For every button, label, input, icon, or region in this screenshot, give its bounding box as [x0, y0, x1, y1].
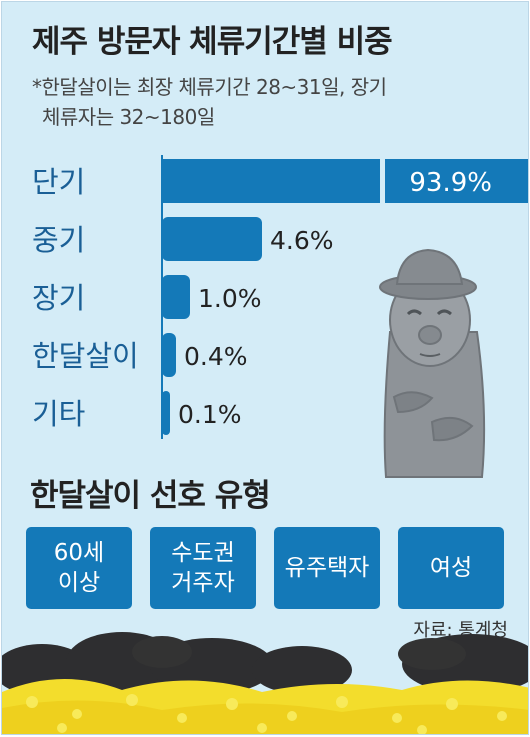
pref-2-line-1: 수도권: [171, 540, 235, 566]
pref-2-line-2: 거주자: [171, 570, 235, 596]
category-label: 단기: [32, 165, 85, 199]
bar: [162, 275, 190, 319]
pref-1-line-1: 60세: [53, 540, 105, 566]
bar-continued: [385, 159, 528, 203]
category-label: 기타: [32, 397, 85, 431]
pref-1-line-2: 이상: [57, 570, 101, 596]
category-label: 장기: [32, 281, 85, 315]
bar: [162, 159, 380, 203]
pref-3-line-1: 유주택자: [284, 555, 370, 581]
bar: [162, 333, 176, 377]
category-label: 중기: [32, 223, 85, 257]
value-label: 0.4%: [184, 342, 248, 371]
bar: [162, 391, 170, 435]
section-title: 한달살이 선호 유형: [30, 478, 271, 514]
bar-chart: 단기 93.9% 중기 4.6% 장기 1.0% 한달살이 0.4% 기타 0.1%: [32, 155, 528, 439]
page-title: 제주 방문자 체류기간별 비중: [32, 24, 393, 60]
preference-card-homeowner: 유주택자: [274, 527, 380, 609]
value-label: 4.6%: [270, 226, 334, 255]
footnote: *한달살이는 최장 체류기간 28~31일, 장기 체류자는 32~180일: [32, 72, 387, 132]
footnote-line-2: 체류자는 32~180일: [42, 105, 215, 129]
preference-card-gender: 여성: [398, 527, 504, 609]
value-label: 1.0%: [198, 284, 262, 313]
pref-4-line-1: 여성: [429, 555, 473, 581]
value-label: 93.9%: [409, 168, 492, 198]
value-label: 0.1%: [178, 400, 242, 429]
bar: [162, 217, 262, 261]
footnote-line-1: *한달살이는 최장 체류기간 28~31일, 장기: [32, 75, 387, 99]
category-label: 한달살이: [32, 339, 139, 373]
